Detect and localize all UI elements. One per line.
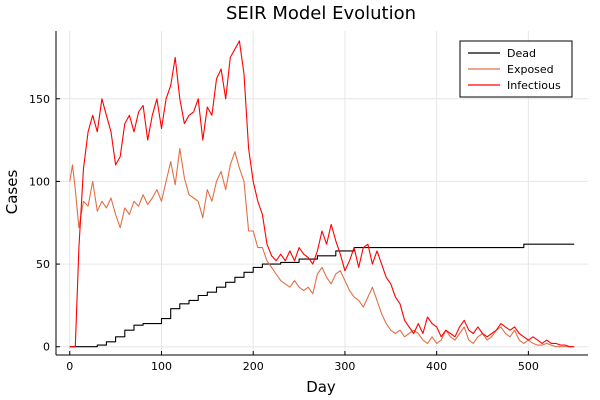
series-line-dead <box>69 243 575 348</box>
legend-label: Dead <box>507 47 536 60</box>
y-tick-label: 100 <box>29 175 50 188</box>
axes <box>55 31 588 356</box>
y-tick-labels: 0 50 100 150 <box>29 93 50 354</box>
x-tick-label: 0 <box>66 360 73 373</box>
x-tick-label: 300 <box>334 360 355 373</box>
y-axis-title: Cases <box>3 170 21 215</box>
series-layer <box>69 40 575 348</box>
legend-label: Exposed <box>507 63 554 76</box>
grid-lines <box>56 31 588 355</box>
x-tick-label: 200 <box>243 360 264 373</box>
legend-label: Infectious <box>507 79 561 92</box>
x-tick-label: 500 <box>518 360 539 373</box>
series-line-infectious <box>69 40 575 348</box>
y-tick-label: 0 <box>43 341 50 354</box>
x-axis-title: Day <box>306 378 336 396</box>
y-tick-label: 150 <box>29 93 50 106</box>
series-line-exposed <box>69 147 575 348</box>
x-tick-label: 400 <box>426 360 447 373</box>
legend: Dead Exposed Infectious <box>459 40 573 98</box>
chart-title: SEIR Model Evolution <box>226 3 416 24</box>
legend-box <box>459 40 573 98</box>
x-tick-labels: 0 100 200 300 400 500 <box>66 360 539 373</box>
x-tick-label: 100 <box>151 360 172 373</box>
y-tick-label: 50 <box>36 258 50 271</box>
